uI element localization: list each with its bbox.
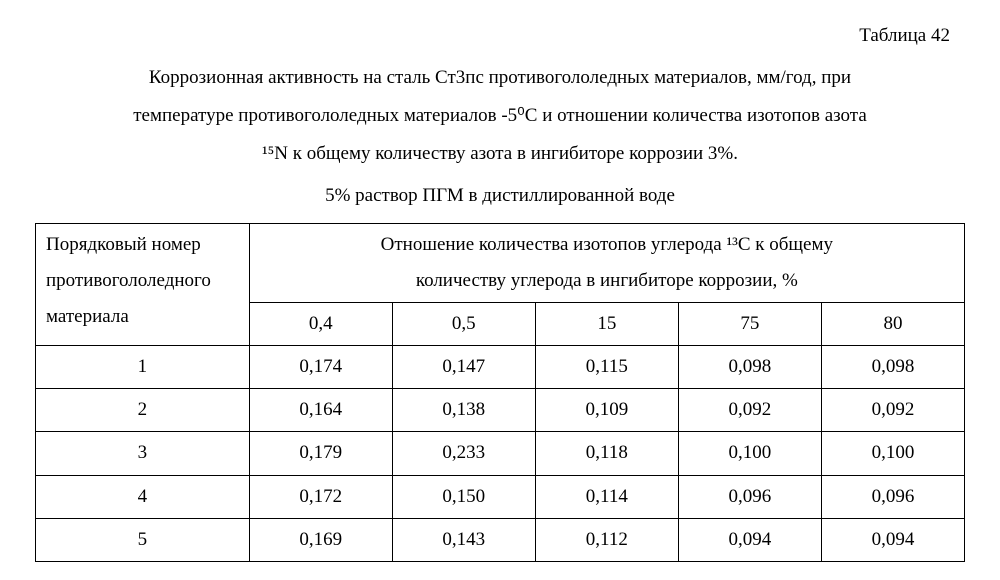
table-caption: Коррозионная активность на сталь Ст3пс п… [35, 59, 965, 173]
row-header-line: Порядковый номер [46, 234, 201, 255]
table-cell: 0,094 [678, 518, 821, 561]
table-cell: 0,147 [392, 346, 535, 389]
col-group-line: количеству углерода в ингибиторе коррози… [416, 270, 798, 291]
table-cell: 0,092 [821, 389, 964, 432]
table-cell: 0,138 [392, 389, 535, 432]
table-cell: 0,233 [392, 432, 535, 475]
data-table: Порядковый номер противогололедного мате… [35, 223, 965, 562]
table-cell: 0,096 [821, 475, 964, 518]
table-cell: 0,118 [535, 432, 678, 475]
table-cell: 0,112 [535, 518, 678, 561]
table-row: 3 0,179 0,233 0,118 0,100 0,100 [36, 432, 965, 475]
column-header: 15 [535, 303, 678, 346]
table-header-row: Порядковый номер противогололедного мате… [36, 224, 965, 303]
row-header-line: противогололедного [46, 270, 211, 291]
table-cell: 0,179 [249, 432, 392, 475]
column-header: 75 [678, 303, 821, 346]
column-header: 0,5 [392, 303, 535, 346]
row-header: Порядковый номер противогололедного мате… [36, 224, 250, 346]
table-cell: 0,098 [678, 346, 821, 389]
row-index: 1 [36, 346, 250, 389]
table-cell: 0,096 [678, 475, 821, 518]
table-cell: 0,172 [249, 475, 392, 518]
caption-line: Коррозионная активность на сталь Ст3пс п… [149, 67, 851, 88]
table-cell: 0,094 [821, 518, 964, 561]
col-group-line: Отношение количества изотопов углерода ¹… [381, 234, 833, 255]
caption-line: ¹⁵N к общему количеству азота в ингибито… [262, 143, 738, 164]
table-row: 5 0,169 0,143 0,112 0,094 0,094 [36, 518, 965, 561]
table-subcaption: 5% раствор ПГМ в дистиллированной воде [35, 177, 965, 215]
table-row: 4 0,172 0,150 0,114 0,096 0,096 [36, 475, 965, 518]
caption-line: температуре противогололедных материалов… [133, 105, 867, 126]
table-number: Таблица 42 [35, 25, 965, 47]
row-index: 4 [36, 475, 250, 518]
table-cell: 0,100 [821, 432, 964, 475]
table-cell: 0,115 [535, 346, 678, 389]
table-row: 1 0,174 0,147 0,115 0,098 0,098 [36, 346, 965, 389]
table-cell: 0,174 [249, 346, 392, 389]
row-index: 5 [36, 518, 250, 561]
table-cell: 0,114 [535, 475, 678, 518]
row-index: 2 [36, 389, 250, 432]
table-cell: 0,098 [821, 346, 964, 389]
table-cell: 0,100 [678, 432, 821, 475]
table-row: 2 0,164 0,138 0,109 0,092 0,092 [36, 389, 965, 432]
column-header: 80 [821, 303, 964, 346]
table-cell: 0,164 [249, 389, 392, 432]
table-cell: 0,092 [678, 389, 821, 432]
table-cell: 0,150 [392, 475, 535, 518]
row-header-line: материала [46, 306, 129, 327]
column-header: 0,4 [249, 303, 392, 346]
row-index: 3 [36, 432, 250, 475]
column-group-header: Отношение количества изотопов углерода ¹… [249, 224, 964, 303]
table-cell: 0,109 [535, 389, 678, 432]
table-cell: 0,143 [392, 518, 535, 561]
table-cell: 0,169 [249, 518, 392, 561]
